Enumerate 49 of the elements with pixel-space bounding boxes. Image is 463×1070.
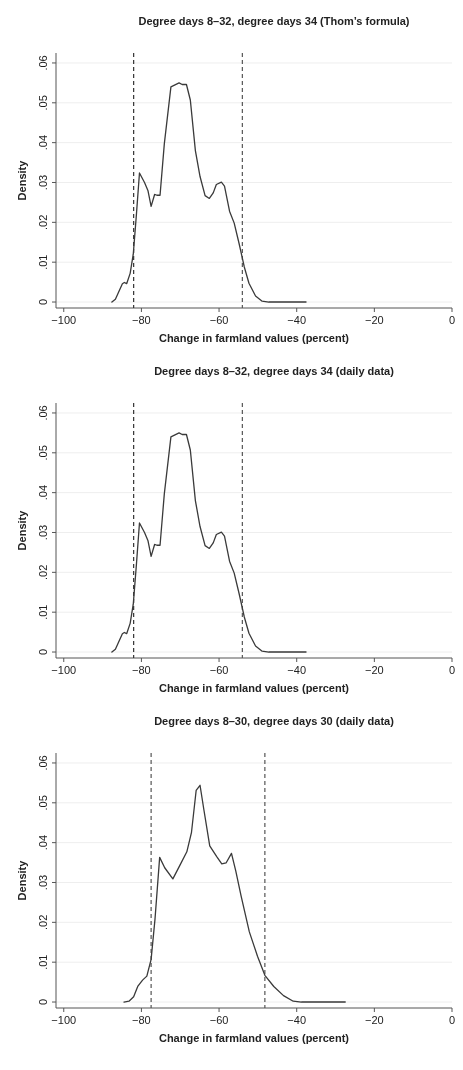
y-tick-label: .04 xyxy=(37,485,49,501)
x-axis-title: Change in farmland values (percent) xyxy=(158,682,350,694)
y-axis-title: Density xyxy=(16,159,28,201)
x-axis-title: Change in farmland values (percent) xyxy=(158,1032,350,1044)
x-tick-label: −80 xyxy=(132,1014,151,1026)
x-tick-label: −80 xyxy=(132,664,151,676)
y-tick-label: .01 xyxy=(37,254,49,270)
chart-title: Degree days 8–30, degree days 30 (daily data) xyxy=(154,715,395,727)
x-axis-title: Change in farmland values (percent) xyxy=(158,332,350,344)
chart-title: Degree days 8–32, degree days 34 (daily data) xyxy=(154,365,395,377)
y-axis-title: Density xyxy=(16,509,28,551)
x-tick-label: −80 xyxy=(132,314,151,326)
x-tick-label: −60 xyxy=(209,1014,229,1026)
y-tick-label: .03 xyxy=(37,874,49,891)
y-tick-label: 0 xyxy=(37,998,49,1006)
y-tick-label: .02 xyxy=(37,214,49,230)
y-tick-label: .06 xyxy=(37,405,49,421)
y-tick-label: 0 xyxy=(37,648,49,656)
y-tick-label: .01 xyxy=(37,954,49,970)
x-tick-label: 0 xyxy=(448,1014,456,1026)
x-tick-label: −40 xyxy=(287,664,307,676)
y-tick-label: .05 xyxy=(37,445,49,461)
x-tick-label: −40 xyxy=(287,314,307,326)
y-tick-label: .03 xyxy=(37,524,49,541)
x-tick-label: 0 xyxy=(448,314,456,326)
x-tick-label: −20 xyxy=(365,314,384,326)
y-tick-label: 0 xyxy=(37,298,49,306)
x-tick-label: −100 xyxy=(51,664,77,676)
x-tick-label: −60 xyxy=(209,664,229,676)
x-tick-label: −100 xyxy=(51,1014,77,1026)
y-tick-label: .04 xyxy=(37,835,49,851)
y-tick-label: .04 xyxy=(37,135,49,151)
y-tick-label: .02 xyxy=(37,564,49,580)
y-tick-label: .05 xyxy=(37,95,49,111)
y-tick-label: .06 xyxy=(37,55,49,71)
chart-title: Degree days 8–32, degree days 34 (Thom’s formula) xyxy=(138,15,410,27)
x-tick-label: −20 xyxy=(365,1014,384,1026)
x-tick-label: −40 xyxy=(287,1014,307,1026)
x-tick-label: −60 xyxy=(209,314,229,326)
y-tick-label: .05 xyxy=(37,795,49,811)
y-tick-label: .06 xyxy=(37,755,49,771)
y-tick-label: .03 xyxy=(37,174,49,191)
line-series xyxy=(123,784,346,1003)
x-tick-label: 0 xyxy=(448,664,456,676)
x-tick-label: −20 xyxy=(365,664,384,676)
y-axis-title: Density xyxy=(16,859,28,901)
y-tick-label: .01 xyxy=(37,604,49,620)
y-tick-label: .02 xyxy=(37,914,49,930)
x-tick-label: −100 xyxy=(51,314,77,326)
